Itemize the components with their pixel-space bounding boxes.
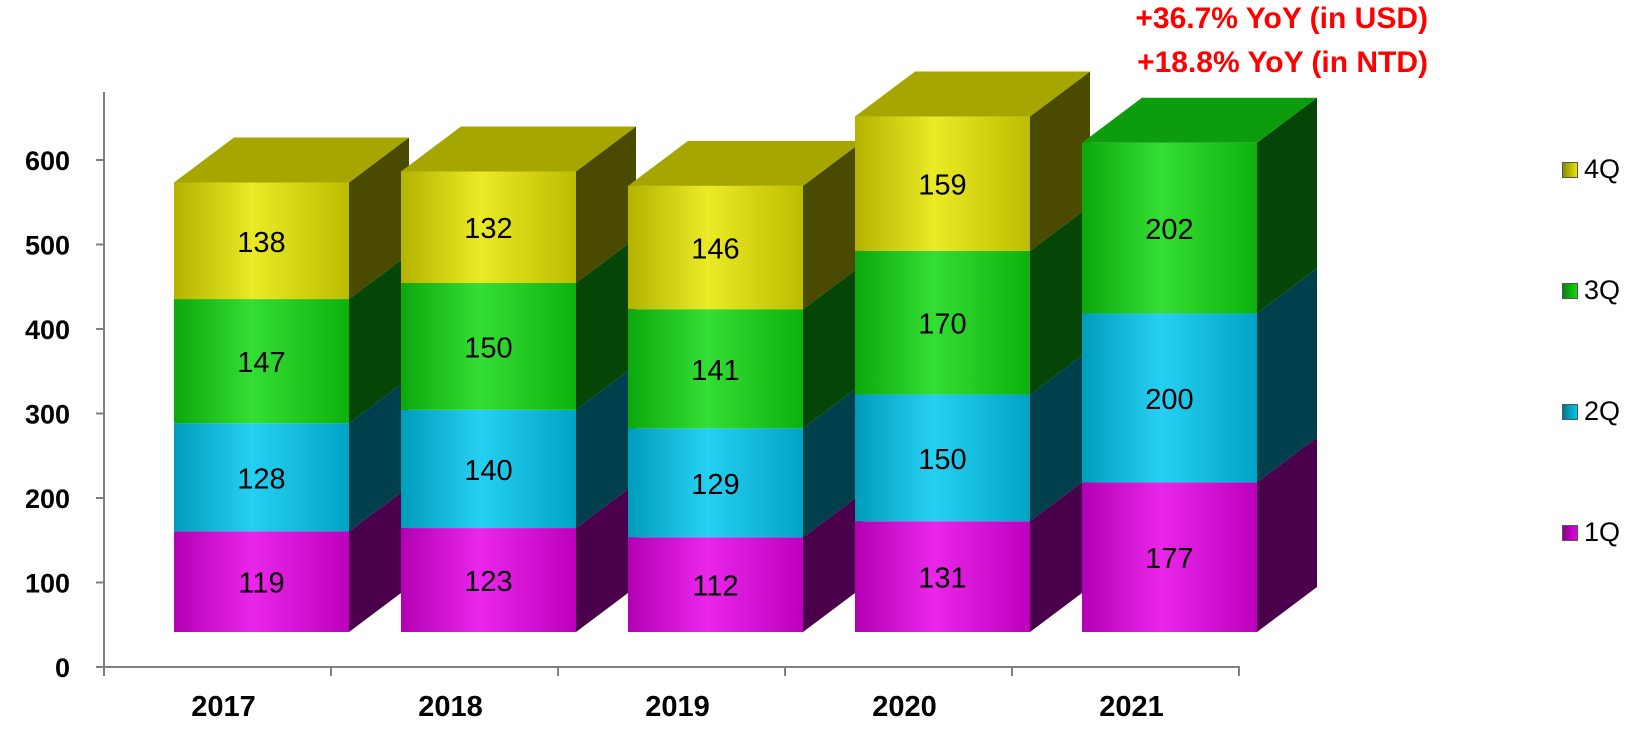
data-label-1Q: 177 [1145, 543, 1193, 575]
bar-segment-4Q [401, 171, 576, 284]
bar-top-4Q [855, 71, 1090, 117]
data-label-2Q: 128 [237, 463, 285, 495]
bar-side-1Q [576, 483, 636, 632]
x-tick-label: 2019 [645, 691, 710, 723]
legend-swatch [1562, 524, 1578, 541]
bar-segment-3Q [628, 309, 803, 429]
bar-top-4Q [174, 137, 409, 183]
y-tick-label: 200 [25, 484, 70, 514]
data-label-4Q: 138 [237, 227, 285, 259]
data-label-3Q: 202 [1145, 214, 1193, 246]
y-tick-label: 600 [25, 146, 70, 176]
bar-segment-4Q [628, 185, 803, 310]
bar-segment-1Q [174, 531, 349, 632]
y-tick-label: 500 [25, 231, 70, 261]
bar-side-4Q [576, 126, 636, 284]
y-tick-label: 100 [25, 569, 70, 599]
bar-side-2Q [1257, 268, 1317, 483]
bar-side-3Q [576, 238, 636, 410]
x-tick-label: 2021 [1099, 691, 1164, 723]
legend-item-2Q: 2Q [1562, 396, 1620, 427]
bar-2019: 112 129 141 146 [628, 140, 863, 632]
bar-side-1Q [803, 492, 863, 632]
data-label-4Q: 159 [918, 170, 966, 202]
axes: 0 100 200 300 400 500 600 2017 2018 2019 2020 2021 [25, 92, 1240, 723]
bar-2021: 177 200 202 [1082, 97, 1317, 632]
bar-segment-2Q [174, 423, 349, 532]
bar-side-4Q [803, 140, 863, 310]
yoy-ntd-annotation: +18.8% YoY (in NTD) [1137, 46, 1428, 79]
bar-2020: 131 150 170 159 [855, 71, 1090, 632]
bars: 1191281471381231401501321121291411461311… [174, 71, 1317, 632]
y-tick-label: 400 [25, 315, 70, 345]
bar-segment-1Q [1082, 482, 1257, 632]
bar-side-2Q [349, 378, 409, 532]
legend-label: 2Q [1584, 396, 1621, 426]
data-label-2Q: 150 [918, 444, 966, 476]
bar-top-3Q [1082, 97, 1317, 143]
bar-segment-1Q [628, 537, 803, 632]
data-label-2Q: 140 [464, 455, 512, 487]
data-label-2Q: 200 [1145, 384, 1193, 416]
data-label-1Q: 123 [464, 566, 512, 598]
bar-segment-2Q [401, 409, 576, 529]
legend-item-4Q: 4Q [1562, 154, 1620, 185]
data-label-1Q: 131 [918, 563, 966, 595]
legend-label: 1Q [1584, 517, 1621, 547]
bar-segment-2Q [628, 428, 803, 538]
bar-top-4Q [401, 126, 636, 172]
bar-side-2Q [1030, 349, 1090, 522]
bar-segment-3Q [174, 299, 349, 424]
legend-label: 4Q [1584, 154, 1621, 184]
data-label-3Q: 150 [464, 332, 512, 364]
data-label-3Q: 141 [691, 355, 739, 387]
bar-segment-4Q [855, 116, 1030, 251]
data-label-4Q: 132 [464, 213, 512, 245]
bar-segment-3Q [401, 283, 576, 410]
x-tick-label: 2020 [872, 691, 937, 723]
bar-segment-1Q [401, 528, 576, 632]
data-label-3Q: 170 [918, 309, 966, 341]
bar-segment-2Q [855, 394, 1030, 522]
bar-segment-3Q [855, 250, 1030, 395]
bar-side-2Q [803, 383, 863, 538]
bar-side-1Q [1030, 476, 1090, 632]
data-label-3Q: 147 [237, 347, 285, 379]
bar-side-1Q [1257, 437, 1317, 632]
y-tick-label: 300 [25, 400, 70, 430]
y-tick-label: 0 [55, 653, 70, 683]
legend-item-1Q: 1Q [1562, 517, 1620, 548]
bar-side-4Q [1030, 71, 1090, 251]
yoy-usd-annotation: +36.7% YoY (in USD) [1135, 2, 1428, 35]
legend-swatch [1562, 282, 1578, 299]
bar-segment-3Q [1082, 142, 1257, 314]
x-tick-label: 2017 [191, 691, 256, 723]
bar-side-3Q [349, 254, 409, 424]
data-label-1Q: 119 [238, 568, 284, 600]
bar-side-3Q [1257, 97, 1317, 314]
bar-side-3Q [1030, 205, 1090, 395]
data-label-2Q: 129 [691, 469, 739, 501]
bar-2017: 119 128 147 138 [174, 137, 409, 632]
data-label-4Q: 146 [691, 234, 739, 266]
bar-2018: 123 140 150 132 [401, 126, 636, 632]
bar-segment-4Q [174, 182, 349, 300]
bar-side-3Q [803, 264, 863, 429]
legend-swatch [1562, 403, 1578, 420]
bar-side-2Q [576, 364, 636, 529]
bar-side-4Q [349, 137, 409, 300]
legend-swatch [1562, 161, 1578, 178]
bar-segment-2Q [1082, 313, 1257, 483]
bar-top-4Q [628, 140, 863, 186]
legend-label: 3Q [1584, 275, 1621, 305]
bar-side-1Q [349, 486, 409, 632]
legend-item-3Q: 3Q [1562, 275, 1620, 306]
x-tick-label: 2018 [418, 691, 483, 723]
data-label-1Q: 112 [692, 571, 738, 603]
bar-segment-1Q [855, 521, 1030, 632]
